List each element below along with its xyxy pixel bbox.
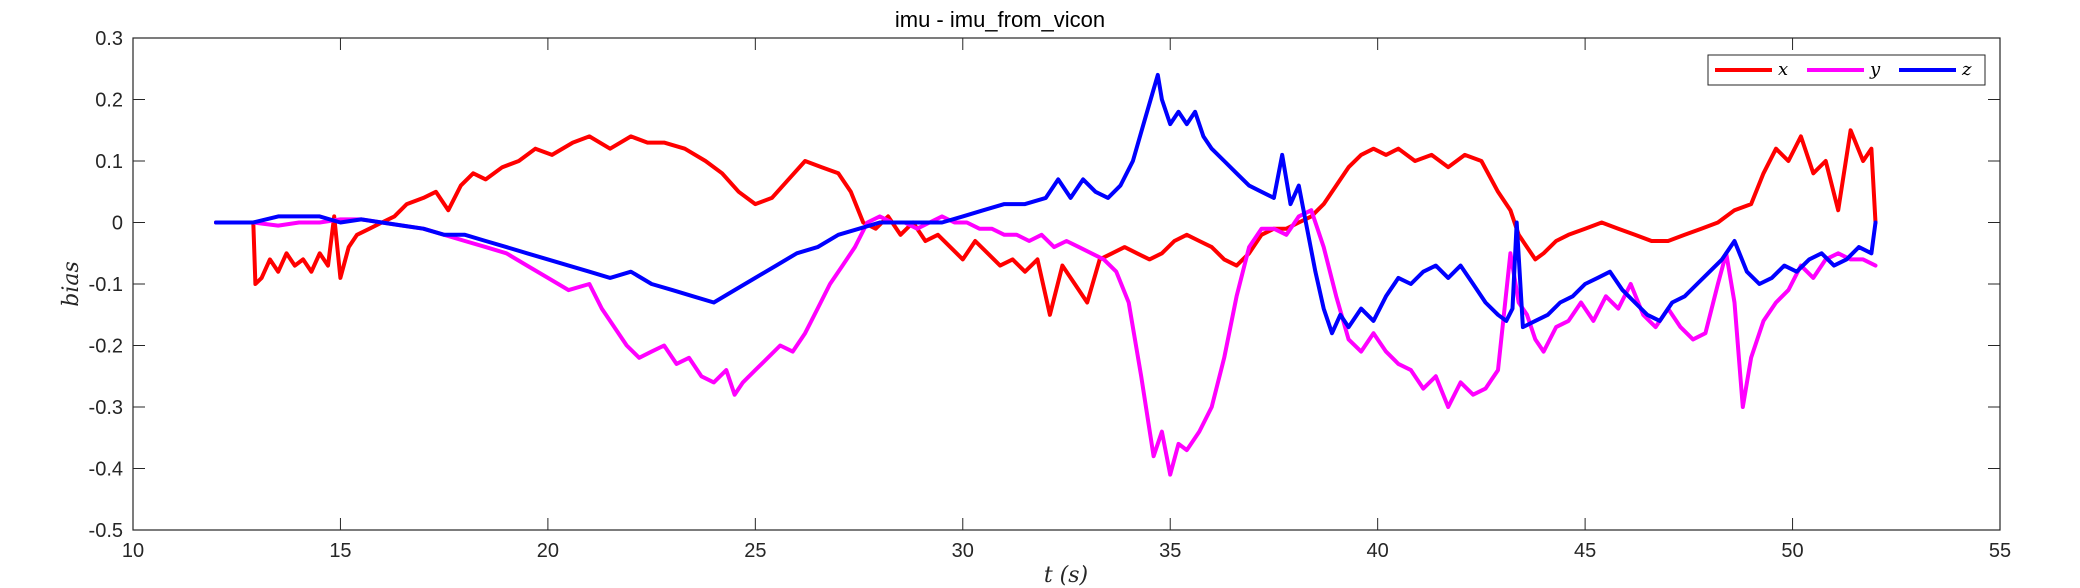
x-tick-label: 50 [1781, 540, 1803, 562]
legend-label-x: x [1778, 59, 1788, 80]
x-tick-label: 25 [744, 540, 766, 562]
y-tick-label: -0.2 [89, 336, 123, 358]
y-tick-label: -0.1 [89, 274, 123, 296]
plot-lines [214, 72, 1878, 477]
x-tick-label: 15 [329, 540, 351, 562]
chart-title: imu - imu_from_vicon [895, 7, 1105, 32]
series-line-z [214, 72, 1878, 336]
y-tick-label: -0.4 [89, 459, 123, 481]
x-axis-label: t (s) [1044, 563, 1088, 588]
legend-label-y: y [1869, 59, 1881, 80]
x-tick-label: 45 [1574, 540, 1596, 562]
x-axis: 10 15 20 25 30 35 40 45 50 55 [122, 38, 2011, 562]
series-line-x [214, 128, 1878, 317]
y-tick-label: -0.5 [89, 520, 123, 542]
y-tick-label: 0.1 [95, 151, 123, 173]
y-axis-label: bias [59, 261, 84, 307]
y-tick-label: -0.3 [89, 397, 123, 419]
x-tick-label: 30 [952, 540, 974, 562]
y-tick-label: 0.2 [95, 90, 123, 112]
y-tick-label: 0.3 [95, 28, 123, 50]
x-tick-label: 40 [1367, 540, 1389, 562]
y-tick-label: 0 [112, 213, 123, 235]
x-tick-label: 35 [1159, 540, 1181, 562]
x-tick-label: 10 [122, 540, 144, 562]
y-axis: -0.5 -0.4 -0.3 -0.2 -0.1 0 0.1 0.2 0.3 [89, 28, 2000, 542]
series-line-y [214, 208, 1878, 477]
legend-label-z: z [1961, 59, 1972, 80]
x-tick-label: 55 [1989, 540, 2011, 562]
legend: x y z [1707, 54, 1986, 86]
x-tick-label: 20 [537, 540, 559, 562]
